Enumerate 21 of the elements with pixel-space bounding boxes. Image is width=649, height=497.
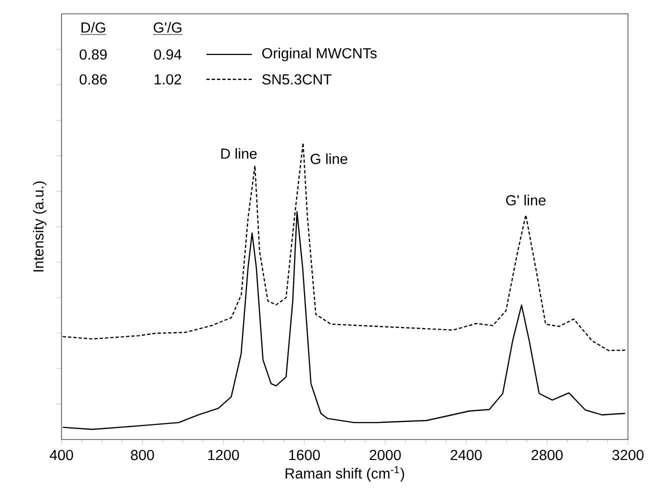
y-axis-title: Intensity (a.u.) bbox=[32, 182, 46, 272]
x-tick-label: 2400 bbox=[450, 450, 482, 460]
legend-label: Original MWCNTs bbox=[262, 48, 377, 62]
x-tick-label: 800 bbox=[130, 450, 154, 460]
x-tick-label: 2800 bbox=[532, 450, 563, 460]
annotation: G line bbox=[310, 153, 348, 164]
text: D/G bbox=[82, 22, 106, 33]
x-tick-label: 1200 bbox=[208, 450, 239, 460]
x-tick-label: 2000 bbox=[370, 450, 401, 460]
text: 0.86 bbox=[80, 74, 107, 85]
annotation: G' line bbox=[506, 194, 546, 206]
x-tick-label: 3200 bbox=[612, 450, 644, 460]
text: 0.94 bbox=[154, 49, 182, 60]
x-axis-title: Raman shift (cm$^{-1}$) bbox=[286, 466, 404, 482]
x-tick-label: 1600 bbox=[289, 450, 320, 460]
legend-label: SN5.3CNT bbox=[262, 74, 332, 85]
annotation: D line bbox=[221, 148, 257, 159]
text: 1.02 bbox=[154, 74, 182, 85]
text: 0.89 bbox=[80, 49, 107, 60]
text: G'/G bbox=[154, 22, 182, 33]
x-tick-label: 400 bbox=[50, 450, 74, 460]
